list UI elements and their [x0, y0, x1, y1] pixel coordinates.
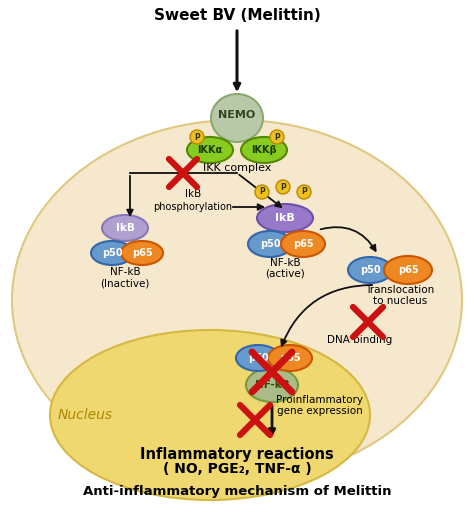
Text: p65: p65	[398, 265, 419, 275]
Text: P: P	[194, 132, 200, 142]
Ellipse shape	[348, 257, 392, 283]
Text: P: P	[301, 188, 307, 196]
Text: Anti-inflammatory mechanism of Melittin: Anti-inflammatory mechanism of Melittin	[83, 485, 391, 498]
Ellipse shape	[236, 345, 280, 371]
Ellipse shape	[257, 204, 313, 232]
Text: NF-kB: NF-kB	[255, 380, 289, 390]
Text: IKK complex: IKK complex	[203, 163, 271, 173]
Circle shape	[270, 130, 284, 144]
Text: p50: p50	[248, 353, 268, 363]
Text: ( NO, PGE₂, TNF-α ): ( NO, PGE₂, TNF-α )	[163, 462, 311, 476]
Ellipse shape	[12, 120, 462, 480]
Ellipse shape	[248, 231, 292, 257]
Text: p65: p65	[292, 239, 313, 249]
Text: gene expression: gene expression	[277, 406, 363, 416]
Text: p50: p50	[102, 248, 122, 258]
Ellipse shape	[50, 330, 370, 500]
Ellipse shape	[121, 241, 163, 265]
Text: NF-kB: NF-kB	[109, 267, 140, 277]
Text: IKKα: IKKα	[197, 145, 223, 155]
Text: P: P	[259, 188, 265, 196]
Text: p65: p65	[132, 248, 152, 258]
Ellipse shape	[246, 368, 298, 402]
Text: phosphorylation: phosphorylation	[154, 202, 233, 212]
Ellipse shape	[281, 231, 325, 257]
Circle shape	[297, 185, 311, 199]
Text: Inflammatory reactions: Inflammatory reactions	[140, 447, 334, 462]
Ellipse shape	[268, 345, 312, 371]
Text: (active): (active)	[265, 269, 305, 279]
Circle shape	[190, 130, 204, 144]
Text: DNA binding: DNA binding	[328, 335, 392, 345]
Text: NF-kB: NF-kB	[270, 258, 301, 268]
Ellipse shape	[384, 256, 432, 284]
Text: Translocation: Translocation	[365, 285, 435, 295]
Circle shape	[276, 180, 290, 194]
Text: to nucleus: to nucleus	[373, 296, 427, 306]
Ellipse shape	[102, 215, 148, 241]
Text: IKKβ: IKKβ	[251, 145, 277, 155]
Text: Nucleus: Nucleus	[57, 408, 112, 422]
Text: Proinflammatory: Proinflammatory	[276, 395, 364, 405]
Text: p50: p50	[360, 265, 380, 275]
Ellipse shape	[211, 94, 263, 142]
Text: Sweet BV (Melittin): Sweet BV (Melittin)	[154, 8, 320, 23]
Circle shape	[255, 185, 269, 199]
Text: IkB: IkB	[185, 189, 201, 199]
Ellipse shape	[91, 241, 133, 265]
Ellipse shape	[187, 137, 233, 163]
Text: P: P	[280, 183, 286, 191]
Text: IkB: IkB	[116, 223, 135, 233]
Ellipse shape	[241, 137, 287, 163]
Text: p65: p65	[280, 353, 301, 363]
Text: (Inactive): (Inactive)	[100, 278, 150, 288]
Text: p50: p50	[260, 239, 280, 249]
Text: P: P	[274, 132, 280, 142]
Text: NEMO: NEMO	[219, 110, 255, 120]
Text: IkB: IkB	[275, 213, 295, 223]
